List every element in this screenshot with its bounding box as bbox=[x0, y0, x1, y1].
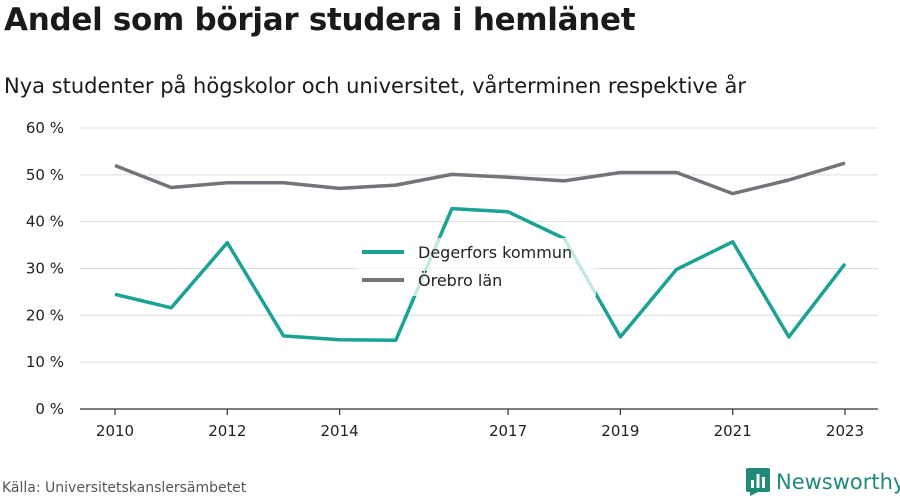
bar-chart-logo-icon bbox=[746, 468, 770, 496]
y-tick-label: 0 % bbox=[35, 400, 64, 418]
x-tick-label: 2010 bbox=[96, 422, 134, 440]
chart-title: Andel som börjar studera i hemlänet bbox=[4, 2, 636, 38]
legend-background bbox=[356, 238, 596, 296]
source-note: Källa: Universitetskanslersämbetet bbox=[2, 480, 247, 496]
chart-subtitle: Nya studenter på högskolor och universit… bbox=[4, 74, 746, 98]
series-lines bbox=[114, 161, 847, 342]
y-tick-label: 20 % bbox=[26, 306, 64, 324]
x-tick-label: 2012 bbox=[208, 422, 246, 440]
brand-name: Newsworthy bbox=[776, 470, 900, 494]
x-axis: 2010 2012 2014 2017 2019 2021 2023 bbox=[80, 408, 878, 440]
x-tick-label: 2019 bbox=[601, 422, 639, 440]
series-line-1 bbox=[114, 161, 846, 196]
x-tick-label: 2014 bbox=[321, 422, 359, 440]
x-tick-label: 2021 bbox=[714, 422, 752, 440]
y-tick-label: 60 % bbox=[26, 119, 64, 137]
y-tick-label: 50 % bbox=[26, 166, 64, 184]
legend-label: Örebro län bbox=[418, 271, 502, 290]
y-axis-tick-labels: 0 % 10 % 20 % 30 % 40 % 50 % 60 % bbox=[26, 119, 64, 418]
series-line-0 bbox=[114, 206, 847, 342]
x-tick-label: 2023 bbox=[826, 422, 864, 440]
legend: Degerfors kommun Örebro län bbox=[356, 238, 596, 296]
y-tick-label: 10 % bbox=[26, 353, 64, 371]
newsworthy-brand[interactable]: Newsworthy bbox=[746, 468, 900, 496]
y-tick-label: 40 % bbox=[26, 213, 64, 231]
x-tick-label: 2017 bbox=[489, 422, 527, 440]
legend-label: Degerfors kommun bbox=[418, 243, 572, 262]
line-chart: 0 % 10 % 20 % 30 % 40 % 50 % 60 % 2010 2012 2014… bbox=[26, 119, 878, 440]
y-tick-label: 30 % bbox=[26, 260, 64, 278]
